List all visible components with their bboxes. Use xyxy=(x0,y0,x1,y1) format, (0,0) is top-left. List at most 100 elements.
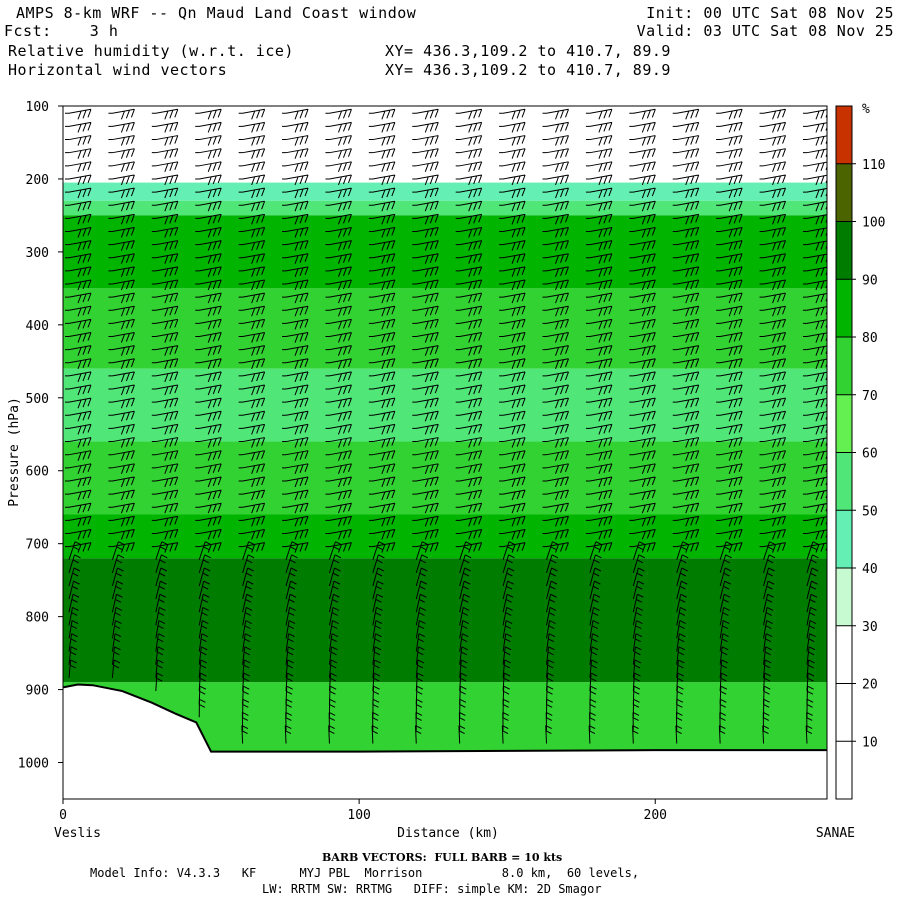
wind-barb xyxy=(65,161,92,172)
wind-barb xyxy=(195,358,222,369)
wind-barb xyxy=(241,711,249,731)
wind-barb xyxy=(412,502,439,514)
wind-barb xyxy=(502,646,512,665)
wind-barb xyxy=(542,161,569,172)
wind-barb xyxy=(151,397,179,409)
wind-barb xyxy=(802,109,827,120)
wind-barb xyxy=(502,541,516,560)
wind-barb xyxy=(629,226,656,238)
wind-barb xyxy=(65,371,92,383)
wind-barb xyxy=(589,580,601,600)
colorbar-tick-label: 30 xyxy=(862,620,878,635)
wind-barb xyxy=(585,135,613,146)
wind-barb xyxy=(108,240,135,251)
wind-barb xyxy=(806,567,819,587)
wind-barb xyxy=(151,450,179,461)
wind-barb xyxy=(325,213,352,225)
wind-barb xyxy=(368,135,396,146)
wind-barb xyxy=(455,108,483,120)
wind-barb xyxy=(546,593,557,613)
wind-barb xyxy=(195,240,222,251)
wind-barb xyxy=(284,725,292,744)
wind-barb xyxy=(585,108,613,120)
wind-barb xyxy=(455,121,483,133)
wind-barb xyxy=(455,148,483,159)
wind-barb xyxy=(108,502,135,514)
wind-barb xyxy=(585,226,613,238)
wind-barb xyxy=(629,384,656,396)
wind-barb xyxy=(238,528,266,540)
wind-barb xyxy=(629,358,656,369)
x-endpoint-right: SANAE xyxy=(816,826,855,841)
wind-barb xyxy=(151,502,179,514)
wind-barb xyxy=(415,633,426,652)
wind-barb xyxy=(455,292,483,304)
wind-barb xyxy=(716,240,743,251)
wind-barb xyxy=(108,161,135,172)
wind-barb xyxy=(108,318,135,330)
wind-barb xyxy=(368,371,396,383)
wind-barb xyxy=(629,371,656,383)
y-axis-label: Pressure (hPa) xyxy=(7,397,22,507)
wind-barb xyxy=(282,423,309,435)
wind-barb xyxy=(716,174,743,186)
wind-barb xyxy=(802,187,827,199)
wind-barb xyxy=(458,711,466,731)
wind-barb xyxy=(589,633,599,652)
x-tick-label: 0 xyxy=(59,808,67,823)
model-info-line1: Model Info: V4.3.3 KF MYJ PBL Morrison 8… xyxy=(90,866,640,880)
wind-barb xyxy=(198,593,210,613)
wind-barb xyxy=(325,135,352,146)
wind-barb xyxy=(455,371,483,383)
wind-barb xyxy=(368,253,396,264)
wind-barb xyxy=(759,174,787,186)
wind-barb xyxy=(806,554,819,574)
wind-barb xyxy=(672,279,700,291)
wind-barb xyxy=(412,174,439,186)
wind-barb xyxy=(111,541,125,560)
wind-barb xyxy=(802,161,827,172)
wind-barb xyxy=(198,633,209,652)
wind-barb xyxy=(763,593,774,613)
wind-barb xyxy=(325,240,352,251)
wind-barb xyxy=(282,345,309,356)
wind-barb xyxy=(155,541,168,560)
wind-barb xyxy=(368,384,396,396)
wind-barb xyxy=(111,646,121,665)
wind-barb xyxy=(585,437,613,448)
wind-barb xyxy=(65,148,92,159)
wind-barb xyxy=(151,187,179,199)
wind-barb xyxy=(372,554,385,574)
wind-barb xyxy=(542,423,569,435)
wind-barb xyxy=(672,371,700,383)
wind-barb xyxy=(542,253,569,264)
wind-barb xyxy=(719,567,732,587)
wind-barb xyxy=(242,580,254,600)
wind-barb xyxy=(672,318,700,330)
wind-barb xyxy=(672,161,700,172)
wind-barb xyxy=(282,187,309,199)
wind-barb xyxy=(675,711,683,731)
wind-barb xyxy=(195,515,222,527)
wind-barb xyxy=(238,226,266,238)
wind-barb xyxy=(632,711,640,731)
wind-barb xyxy=(151,253,179,264)
wind-barb xyxy=(328,659,338,678)
wind-barb xyxy=(412,358,439,369)
wind-barb xyxy=(65,266,92,278)
wind-barb xyxy=(759,358,787,369)
wind-barb xyxy=(111,659,121,678)
wind-barb xyxy=(325,318,352,330)
wind-barb xyxy=(632,580,645,600)
wind-barb xyxy=(675,725,683,744)
wind-barb xyxy=(65,515,92,527)
wind-barb xyxy=(328,633,339,652)
wind-barb xyxy=(802,437,827,448)
wind-barb xyxy=(759,332,787,343)
wind-barb xyxy=(632,606,644,626)
wind-barb xyxy=(499,213,526,225)
wind-barb xyxy=(368,463,396,474)
wind-barb xyxy=(328,554,342,574)
colorbar-tick-label: 80 xyxy=(862,331,878,346)
wind-barb xyxy=(629,332,656,343)
